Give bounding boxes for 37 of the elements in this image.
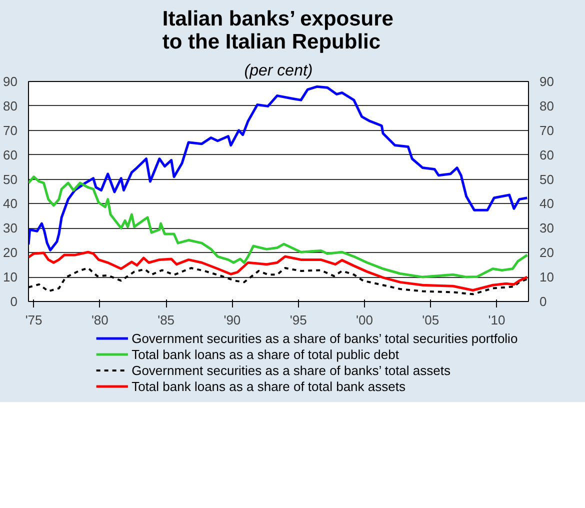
- y2-tick-label: 10: [540, 270, 554, 285]
- line-series: [28, 250, 528, 292]
- x-tick-label: '80: [91, 312, 108, 328]
- legend-label: Government securities as a share of banks’ total assets: [132, 363, 451, 378]
- y2-tick-label: 40: [540, 196, 554, 212]
- x-tick-label: '95: [290, 312, 307, 328]
- legend-label: Total bank loans as a share of total public debt: [132, 347, 400, 362]
- y2-tick-label: 60: [540, 147, 554, 162]
- chart-title: Italian banks’ exposure to the Italian Republic: [162, 8, 394, 54]
- line-series: [28, 176, 528, 278]
- x-tick-label: '90: [224, 312, 241, 328]
- legend-label: Total bank loans as a share of total bank assets: [132, 379, 406, 394]
- y-tick-label: 10: [3, 270, 18, 285]
- chart-subtitle: (per cent): [244, 62, 313, 80]
- y2-tick-label: 70: [540, 122, 554, 138]
- x-tick-label: '85: [158, 312, 175, 328]
- y2-tick-label: 30: [540, 220, 554, 236]
- y2-tick-label: 0: [540, 294, 547, 309]
- y-tick-label: 40: [3, 196, 18, 212]
- y-tick-label: 80: [3, 98, 18, 114]
- y2-tick-label: 50: [540, 172, 554, 187]
- y2-tick-label: 80: [540, 98, 554, 114]
- y-tick-label: 0: [10, 294, 18, 309]
- x-tick-label: '05: [422, 312, 440, 328]
- legend-label: Government securities as a share of banks’ total securities portfolio: [132, 331, 518, 346]
- y-tick-label: 30: [3, 220, 18, 236]
- y-tick-label: 60: [3, 147, 18, 162]
- x-tick-label: '10: [488, 312, 506, 328]
- y2-tick-label: 20: [540, 245, 554, 260]
- y-tick-label: 90: [3, 74, 18, 89]
- x-tick-label: '00: [356, 312, 373, 328]
- line-series: [28, 85, 528, 252]
- y-tick-label: 70: [3, 122, 18, 138]
- y-tick-label: 20: [3, 245, 18, 260]
- x-tick-label: '75: [25, 312, 42, 328]
- y2-tick-label: 90: [540, 74, 554, 89]
- y-tick-label: 50: [3, 172, 18, 187]
